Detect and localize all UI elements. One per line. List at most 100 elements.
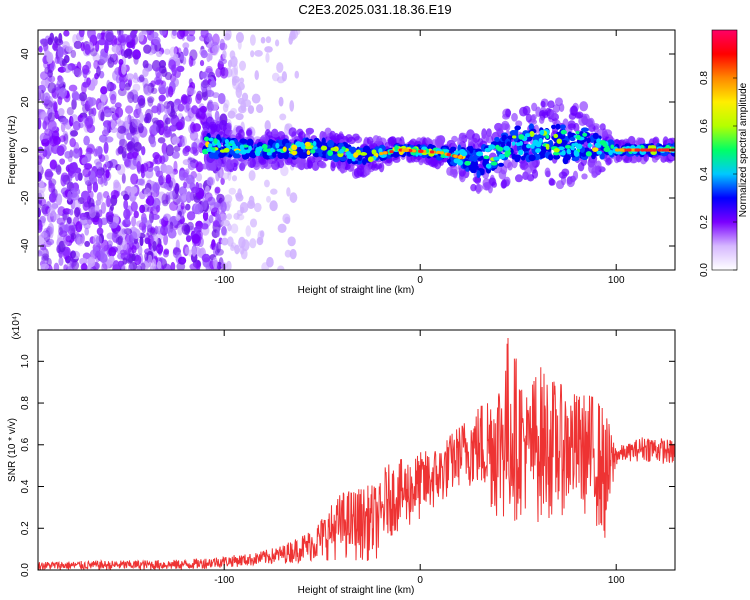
spectrogram-noise-blob bbox=[127, 91, 135, 104]
spectrogram-halo-blob bbox=[468, 137, 474, 148]
spectrogram-halo-blob bbox=[491, 181, 497, 188]
spectrogram-noise-blob bbox=[163, 101, 171, 109]
spectrogram-core-blob bbox=[466, 146, 473, 151]
spectrogram-noise-blob bbox=[110, 93, 117, 105]
spectrogram-core-blob bbox=[244, 152, 250, 160]
spectrogram-noise-blob bbox=[111, 44, 121, 53]
spectrogram-noise-blob bbox=[191, 246, 197, 257]
spectrogram-noise-blob bbox=[91, 77, 98, 87]
spectrogram-noise-blob bbox=[147, 235, 154, 246]
spectrogram-noise-blob bbox=[212, 220, 220, 228]
spectrogram-noise-blob bbox=[212, 92, 220, 99]
spectrogram-peak-blob bbox=[304, 141, 311, 147]
x-tick-label: 100 bbox=[608, 275, 625, 286]
spectrogram-noise-blob bbox=[74, 207, 81, 218]
spectrogram-noise-blob bbox=[163, 248, 170, 255]
spectrogram-peak-blob bbox=[484, 147, 491, 153]
spectrogram-halo-blob bbox=[558, 103, 565, 112]
spectrogram-noise-blob bbox=[76, 188, 81, 195]
spectrogram-peak-blob bbox=[262, 148, 269, 152]
spectrogram-noise-blob bbox=[41, 113, 50, 121]
spectrogram-hot-blob bbox=[647, 148, 653, 152]
spectrogram-noise-blob bbox=[42, 120, 47, 130]
spectrogram-noise-blob bbox=[47, 119, 57, 132]
spectrogram-noise-blob bbox=[189, 263, 199, 270]
spectrogram-core-blob bbox=[532, 134, 540, 142]
spectrogram-peak-blob bbox=[532, 139, 539, 146]
spectrogram-noise-blob bbox=[59, 118, 68, 125]
spectrogram-noise-blob bbox=[153, 76, 162, 85]
spectrogram-noise-blob bbox=[38, 221, 43, 231]
spectrogram-halo-blob bbox=[629, 136, 636, 146]
spectrogram-noise-blob bbox=[151, 258, 157, 270]
spectrogram-core-blob bbox=[540, 145, 547, 154]
spectrogram-hot-blob bbox=[457, 155, 463, 159]
spectrogram-noise-blob bbox=[38, 117, 42, 130]
spectrogram-noise-blob bbox=[222, 103, 229, 113]
spectrogram-noise-blob bbox=[39, 243, 47, 251]
spectrogram-noise-blob bbox=[142, 67, 149, 77]
spectrogram-noise-blob bbox=[219, 66, 229, 79]
spectrogram-noise-blob bbox=[238, 236, 246, 249]
spectrogram-noise-blob bbox=[132, 83, 141, 92]
spectrogram-peak-blob bbox=[553, 148, 560, 153]
spectrogram-noise-blob bbox=[54, 36, 59, 44]
spectrogram-noise-blob bbox=[74, 171, 80, 182]
spectrogram-core-blob bbox=[468, 155, 474, 162]
spectrogram-noise-blob bbox=[184, 224, 190, 236]
spectrogram-noise-blob bbox=[98, 218, 103, 229]
spectrogram-noise-blob bbox=[42, 92, 51, 104]
spectrogram-noise-blob bbox=[138, 221, 146, 231]
spectrogram-noise-blob bbox=[96, 170, 103, 179]
spectrogram-noise-blob bbox=[188, 55, 194, 67]
spectrogram-noise-blob bbox=[38, 207, 41, 218]
x-tick-label: 0 bbox=[417, 275, 423, 286]
spectrogram-noise-blob bbox=[201, 198, 208, 211]
spectrogram-noise-blob bbox=[132, 49, 141, 60]
spectrogram-noise-blob bbox=[125, 142, 134, 151]
spectrogram-noise-blob bbox=[158, 84, 167, 94]
spectrogram-noise-blob bbox=[165, 224, 171, 234]
spectrogram-noise-blob bbox=[220, 201, 227, 213]
spectrogram-noise-blob bbox=[118, 138, 128, 148]
spectrogram-hot-blob bbox=[436, 150, 441, 154]
spectrogram-noise-blob bbox=[216, 241, 221, 254]
spectrogram-noise-blob bbox=[214, 110, 220, 122]
spectrogram-halo-blob bbox=[500, 165, 508, 175]
spectrogram-noise-blob bbox=[100, 247, 105, 260]
spectrogram-noise-blob bbox=[42, 149, 48, 157]
spectrogram-halo-blob bbox=[540, 100, 546, 108]
spectrogram-peak-blob bbox=[239, 149, 247, 155]
spectrogram-noise-blob bbox=[70, 130, 79, 137]
spectrogram-noise-blob bbox=[66, 107, 74, 116]
spectrogram-noise-blob bbox=[70, 250, 76, 259]
spectrogram-halo-blob bbox=[544, 167, 551, 178]
spectrogram-noise-blob bbox=[142, 59, 149, 69]
spectrogram-noise-blob bbox=[105, 31, 114, 42]
spectrogram-noise-blob bbox=[47, 82, 57, 94]
spectrogram-noise-blob bbox=[127, 233, 134, 244]
spectrogram-peak-blob bbox=[545, 143, 550, 148]
spectrogram-core-blob bbox=[528, 154, 536, 162]
spectrogram-hot-blob bbox=[389, 150, 394, 154]
spectrogram-halo-blob bbox=[501, 179, 507, 189]
spectrogram-noise-blob bbox=[93, 148, 99, 157]
spectrogram-halo-blob bbox=[588, 158, 598, 166]
spectrogram-noise-blob bbox=[204, 185, 210, 195]
spectrogram-noise-blob bbox=[153, 36, 161, 46]
spectrogram-peak-blob bbox=[566, 148, 571, 155]
spectrogram-core-blob bbox=[514, 155, 520, 163]
spectrogram-noise-blob bbox=[280, 165, 289, 177]
snr-x-axis-label: Height of straight line (km) bbox=[298, 585, 415, 596]
spectrogram-noise-blob bbox=[152, 240, 157, 252]
spectrogram-noise-blob bbox=[118, 58, 124, 66]
spectrogram-noise-blob bbox=[173, 53, 179, 62]
spectrogram-noise-blob bbox=[201, 223, 209, 230]
spectrogram-noise-blob bbox=[171, 136, 180, 145]
spectrogram-noise-blob bbox=[179, 30, 186, 38]
spectrogram-noise-blob bbox=[187, 162, 196, 171]
spectrogram-noise-blob bbox=[264, 120, 271, 131]
spectrogram-peak-blob bbox=[483, 155, 490, 160]
spectrogram-halo-blob bbox=[211, 160, 217, 171]
